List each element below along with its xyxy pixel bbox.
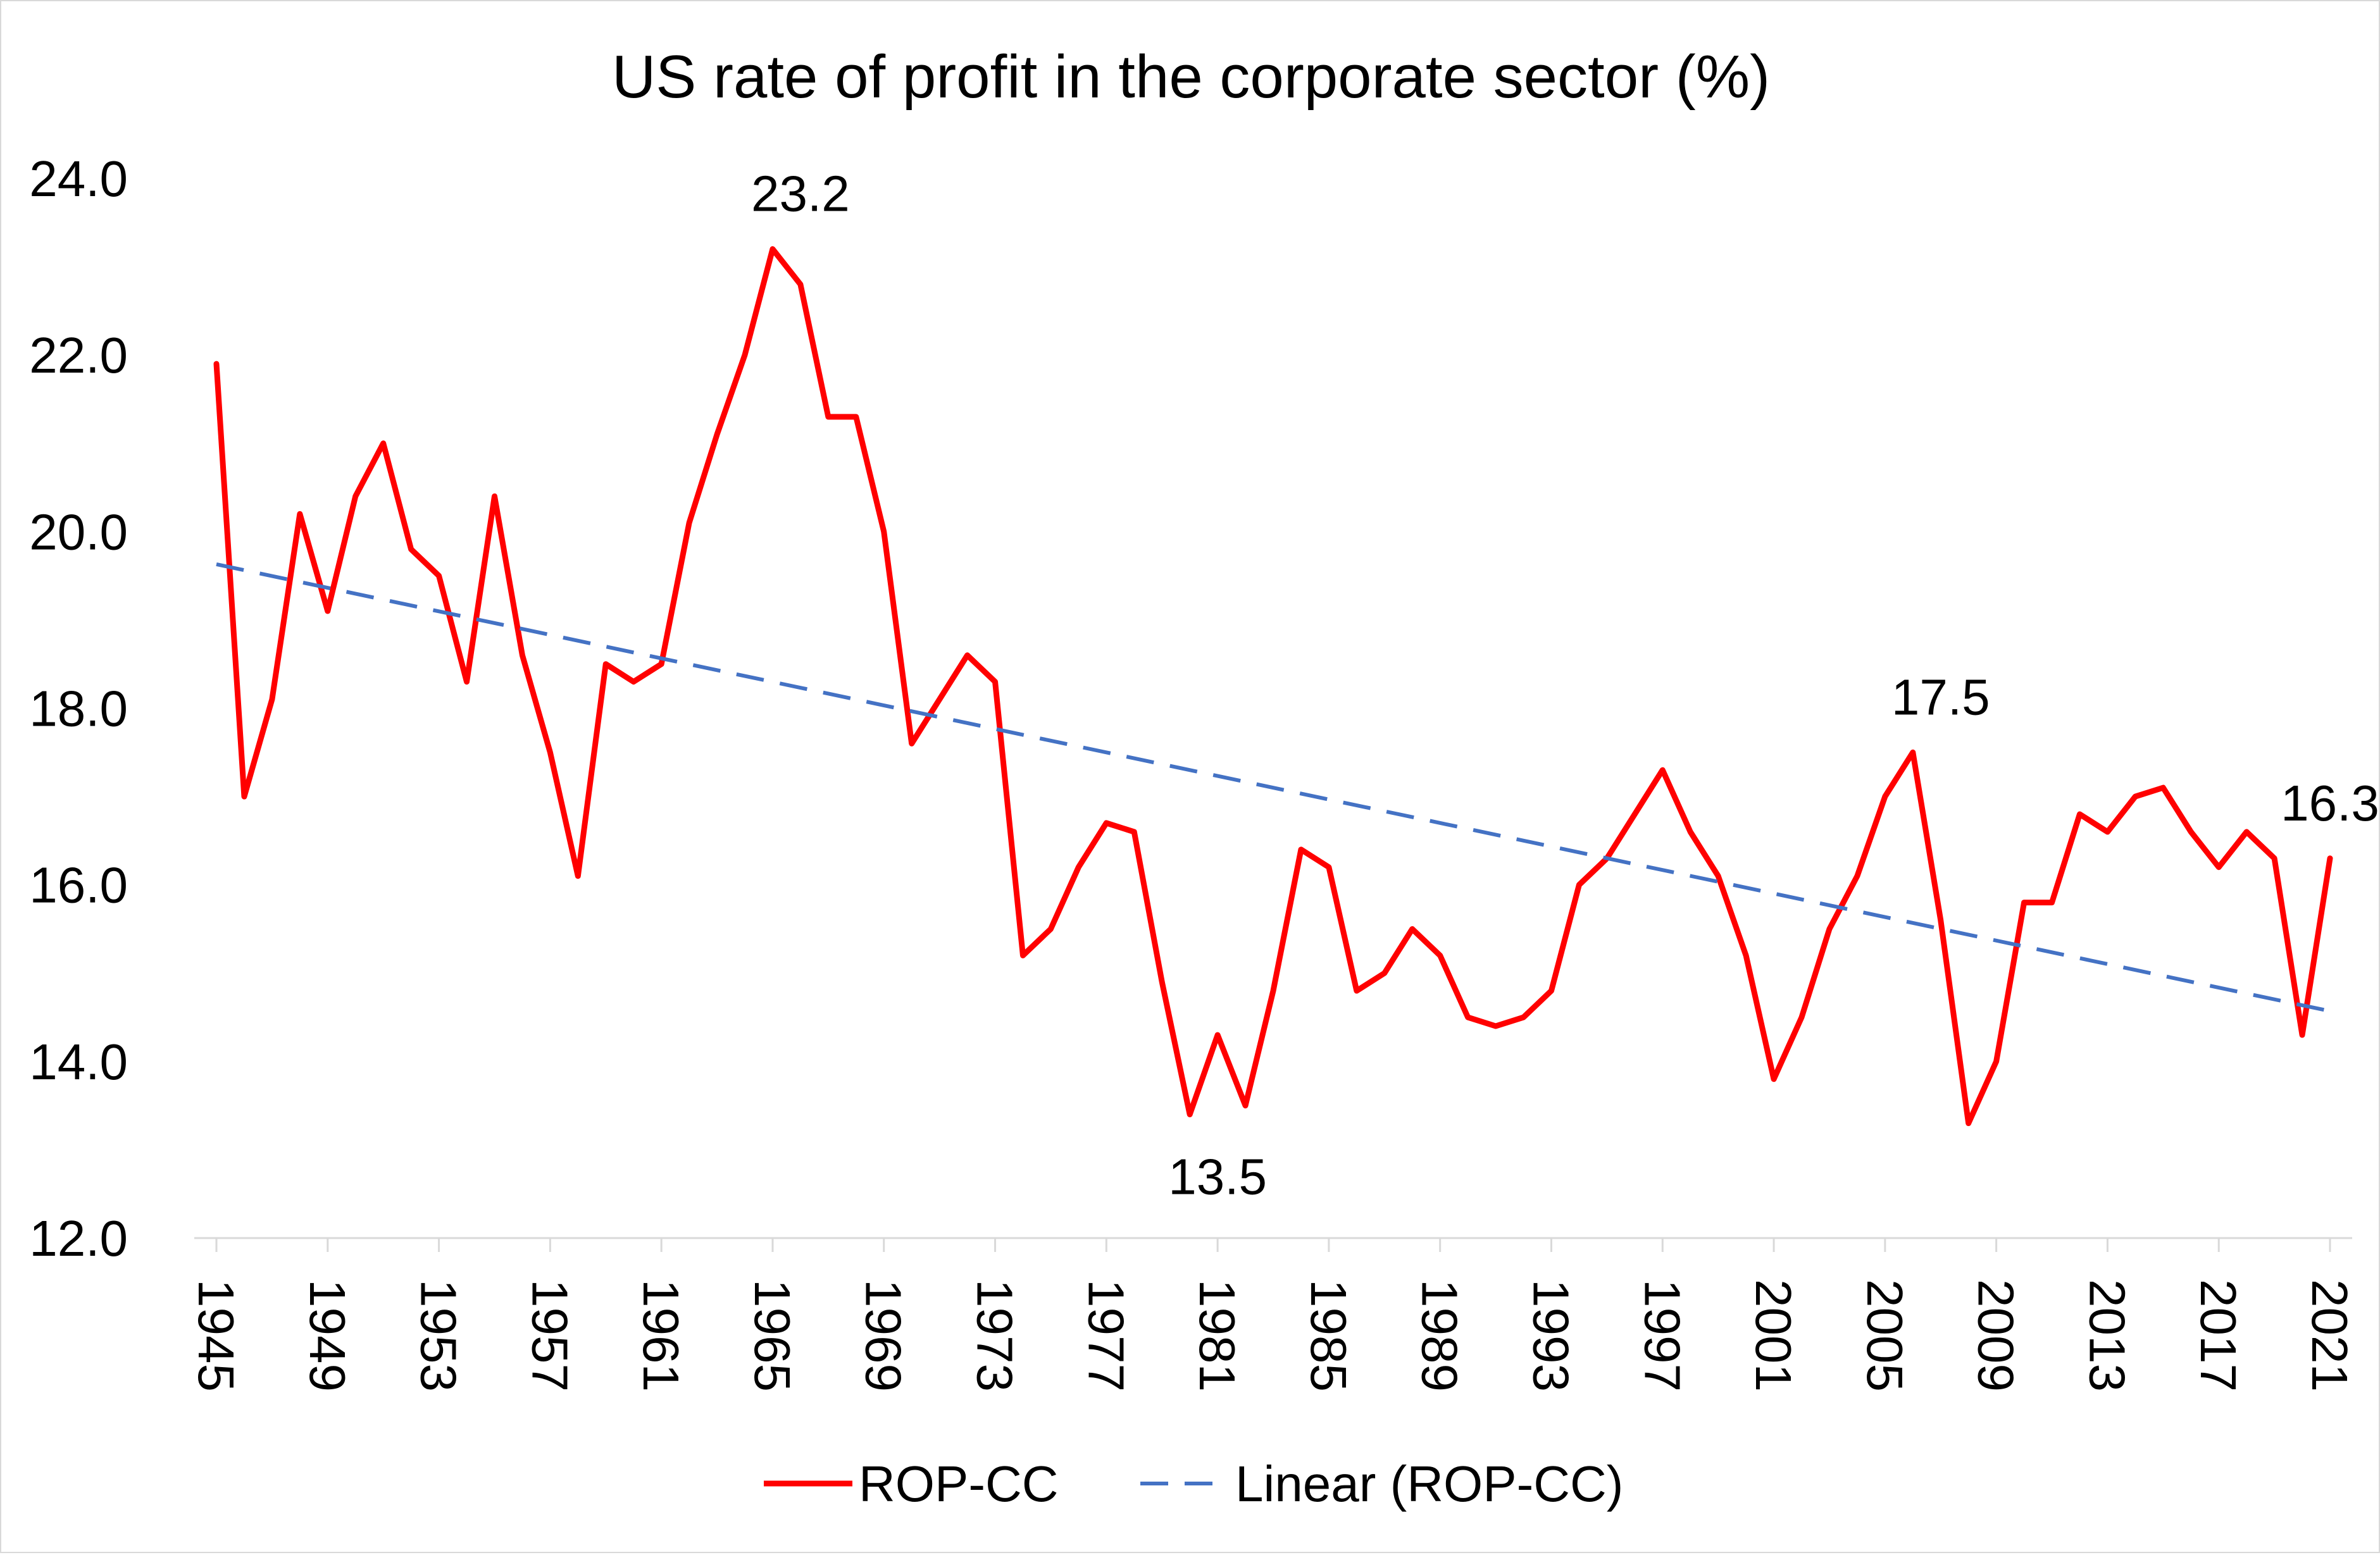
x-tick-label: 1945 xyxy=(188,1279,244,1392)
data-label: 23.2 xyxy=(751,166,850,222)
x-tick-label: 1993 xyxy=(1523,1279,1579,1392)
x-tick-label: 1953 xyxy=(411,1279,467,1392)
x-tick-label: 1997 xyxy=(1634,1279,1690,1392)
x-tick-label: 1949 xyxy=(299,1279,356,1392)
x-tick-label: 2017 xyxy=(2190,1279,2246,1392)
y-tick-label: 24.0 xyxy=(29,151,128,207)
x-tick-labels: 1945 1949 1953 1957 1961 1965 1969 1973 1977 1981… xyxy=(188,1279,2358,1392)
data-label: 17.5 xyxy=(1891,669,1990,725)
x-tick-label: 2005 xyxy=(1857,1279,1913,1392)
x-tick-label: 1969 xyxy=(856,1279,912,1392)
series-line-trend xyxy=(216,562,2331,1013)
x-tick-label: 1965 xyxy=(744,1279,801,1392)
x-tick-label: 2009 xyxy=(1968,1279,2024,1392)
legend-label: Linear (ROP-CC) xyxy=(1235,1456,1623,1512)
y-tick-label: 12.0 xyxy=(29,1210,128,1267)
y-tick-label: 22.0 xyxy=(29,327,128,383)
x-tick-label: 1985 xyxy=(1300,1279,1357,1392)
y-tick-label: 16.0 xyxy=(29,857,128,914)
x-tick-label: 1973 xyxy=(967,1279,1023,1392)
legend-label: ROP-CC xyxy=(859,1456,1059,1512)
x-tick-label: 2001 xyxy=(1745,1279,1802,1392)
y-tick-labels: 12.0 14.0 16.0 18.0 20.0 22.0 24.0 xyxy=(29,151,128,1267)
data-label: 16.3 xyxy=(2281,775,2379,831)
x-tick-label: 1961 xyxy=(633,1279,689,1392)
y-tick-label: 18.0 xyxy=(29,681,128,737)
data-label: 13.5 xyxy=(1168,1149,1267,1205)
x-tick-label: 1989 xyxy=(1412,1279,1468,1392)
annotation-layer: 23.2 13.5 17.5 16.3 xyxy=(751,166,2379,1205)
x-tick-label: 1981 xyxy=(1189,1279,1245,1392)
chart-title: US rate of profit in the corporate secto… xyxy=(612,43,1770,111)
x-tick-label: 2013 xyxy=(2079,1279,2135,1392)
x-tick-label: 1977 xyxy=(1078,1279,1134,1392)
y-tick-label: 20.0 xyxy=(29,504,128,560)
series-line-rop-cc xyxy=(213,246,2333,1127)
legend: ROP-CC Linear (ROP-CC) xyxy=(764,1456,1623,1512)
series-layer xyxy=(213,246,2333,1127)
x-axis xyxy=(194,1237,2352,1252)
x-tick-label: 1957 xyxy=(521,1279,578,1392)
x-tick-label: 2021 xyxy=(2302,1279,2358,1392)
y-tick-label: 14.0 xyxy=(29,1034,128,1090)
